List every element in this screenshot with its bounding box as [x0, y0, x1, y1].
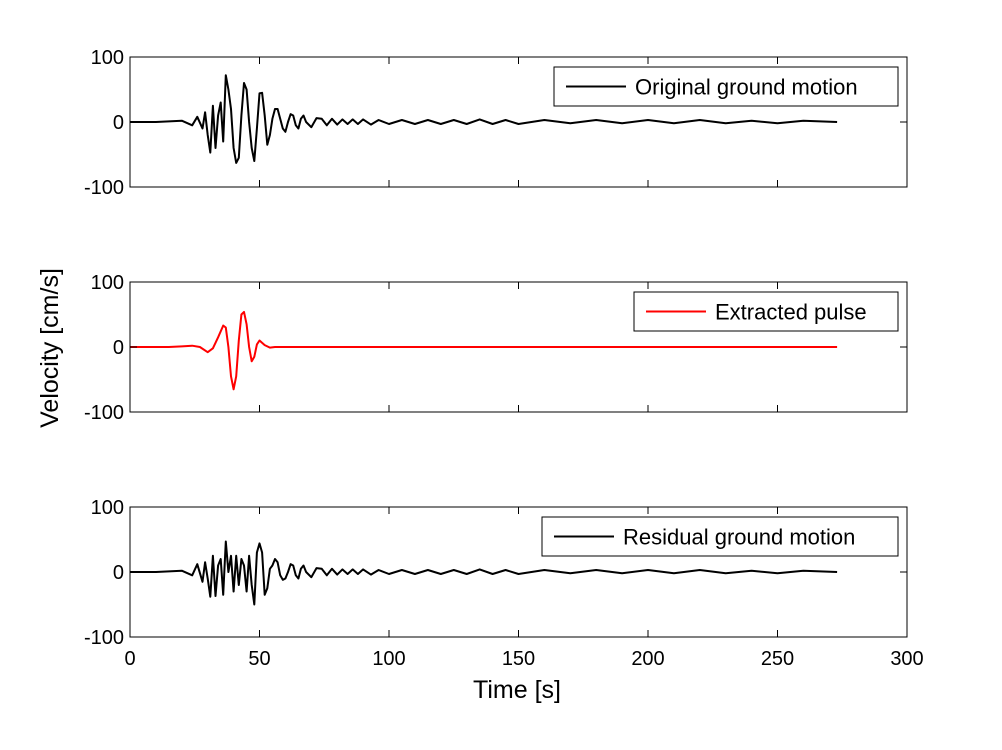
- legend-bottom: Residual ground motion: [541, 516, 899, 557]
- legend-label: Extracted pulse: [715, 300, 867, 325]
- y-tick-label: 100: [91, 272, 124, 294]
- chart-panel-top: 100 0 -100 Original ground motion: [84, 47, 908, 199]
- x-tick-label: 300: [890, 648, 923, 670]
- x-tick-label: 50: [248, 648, 270, 670]
- y-tick-label: 0: [113, 337, 124, 359]
- y-tick-label: -100: [84, 627, 124, 649]
- x-tick-label: 200: [631, 648, 664, 670]
- y-axis-title: Velocity [cm/s]: [36, 268, 64, 428]
- x-axis-title: Time [s]: [473, 676, 561, 704]
- legend-top: Original ground motion: [553, 66, 899, 107]
- x-tick-label: 250: [761, 648, 794, 670]
- series-line-bottom-0: [130, 540, 838, 606]
- x-tick-label: 150: [502, 648, 535, 670]
- y-tick-label: 0: [113, 562, 124, 584]
- legend-label: Residual ground motion: [623, 525, 855, 550]
- series-line-top-0: [130, 74, 838, 164]
- legend-label: Original ground motion: [635, 75, 858, 100]
- x-tick-label: 100: [372, 648, 405, 670]
- legend-middle: Extracted pulse: [633, 291, 899, 332]
- y-tick-label: -100: [84, 177, 124, 199]
- y-tick-label: 0: [113, 112, 124, 134]
- x-tick-label: 0: [124, 648, 135, 670]
- series-line-middle-0: [130, 310, 838, 391]
- y-tick-label: 100: [91, 47, 124, 69]
- chart-panel-middle: 100 0 -100 Extracted pulse: [84, 272, 908, 424]
- y-tick-label: -100: [84, 402, 124, 424]
- y-tick-label: 100: [91, 497, 124, 519]
